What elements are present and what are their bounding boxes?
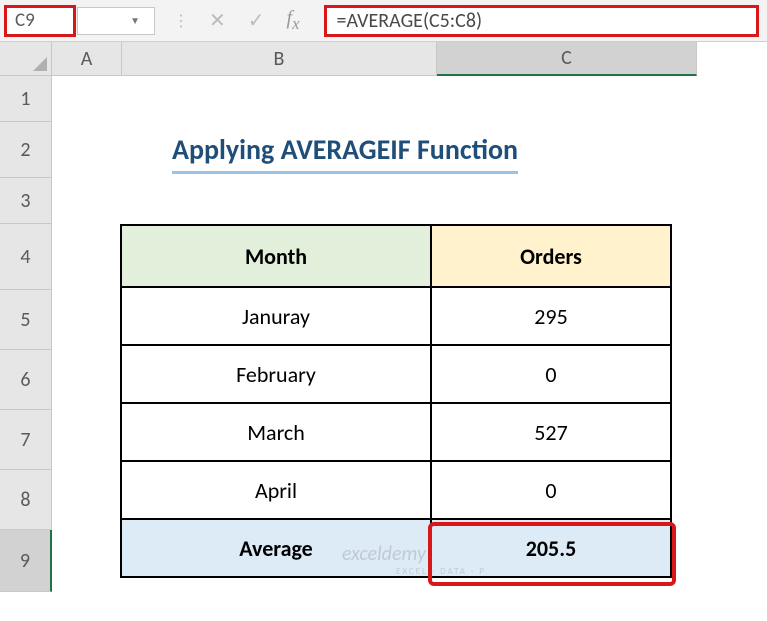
sheet-area: 123456789 ABC Applying AVERAGEIF Functio… bbox=[0, 42, 767, 621]
formula-input[interactable]: =AVERAGE(C5:C8) bbox=[324, 5, 760, 37]
cell-orders[interactable]: 295 bbox=[431, 287, 671, 345]
expand-icon[interactable]: ⋮ bbox=[173, 11, 187, 31]
table-row: February 0 bbox=[121, 345, 671, 403]
row-header-8[interactable]: 8 bbox=[0, 470, 52, 530]
cell-average-value[interactable]: 205.5 bbox=[431, 519, 671, 577]
select-all-corner[interactable] bbox=[0, 42, 52, 76]
table-row: April 0 bbox=[121, 461, 671, 519]
table-row: March 527 bbox=[121, 403, 671, 461]
fx-icon[interactable]: fx bbox=[287, 7, 300, 34]
table-row-average: Average 205.5 bbox=[121, 519, 671, 577]
header-orders: Orders bbox=[431, 225, 671, 287]
cell-month[interactable]: February bbox=[121, 345, 431, 403]
chevron-down-icon: ▼ bbox=[78, 14, 148, 27]
cell-orders[interactable]: 0 bbox=[431, 345, 671, 403]
confirm-icon[interactable]: ✓ bbox=[248, 8, 265, 33]
col-header-B[interactable]: B bbox=[122, 42, 437, 76]
cell-month[interactable]: Januray bbox=[121, 287, 431, 345]
row-header-1[interactable]: 1 bbox=[0, 76, 52, 122]
row-header-6[interactable]: 6 bbox=[0, 350, 52, 410]
cell-orders[interactable]: 527 bbox=[431, 403, 671, 461]
row-header-5[interactable]: 5 bbox=[0, 290, 52, 350]
data-table: Month Orders Januray 295 February 0 Marc… bbox=[120, 224, 672, 578]
cell-month[interactable]: April bbox=[121, 461, 431, 519]
cell-orders[interactable]: 0 bbox=[431, 461, 671, 519]
row-header-3[interactable]: 3 bbox=[0, 178, 52, 224]
row-header-4[interactable]: 4 bbox=[0, 224, 52, 290]
header-month: Month bbox=[121, 225, 431, 287]
cell-month[interactable]: March bbox=[121, 403, 431, 461]
name-box-dropdown[interactable]: ▼ bbox=[77, 7, 155, 35]
row-headers: 123456789 bbox=[0, 76, 52, 592]
col-headers: ABC bbox=[52, 42, 767, 76]
cancel-icon[interactable]: ✕ bbox=[209, 8, 226, 33]
cell-average-label[interactable]: Average bbox=[121, 519, 431, 577]
row-header-9[interactable]: 9 bbox=[0, 530, 52, 592]
row-header-7[interactable]: 7 bbox=[0, 410, 52, 470]
formula-bar: C9 ▼ ⋮ ✕ ✓ fx =AVERAGE(C5:C8) bbox=[0, 0, 767, 42]
col-header-C[interactable]: C bbox=[437, 42, 697, 76]
sheet-title: Applying AVERAGEIF Function bbox=[172, 132, 518, 174]
name-box[interactable]: C9 bbox=[4, 5, 76, 37]
row-header-2[interactable]: 2 bbox=[0, 122, 52, 178]
col-header-A[interactable]: A bbox=[52, 42, 122, 76]
table-row: Januray 295 bbox=[121, 287, 671, 345]
formula-bar-buttons: ⋮ ✕ ✓ fx bbox=[173, 7, 300, 34]
